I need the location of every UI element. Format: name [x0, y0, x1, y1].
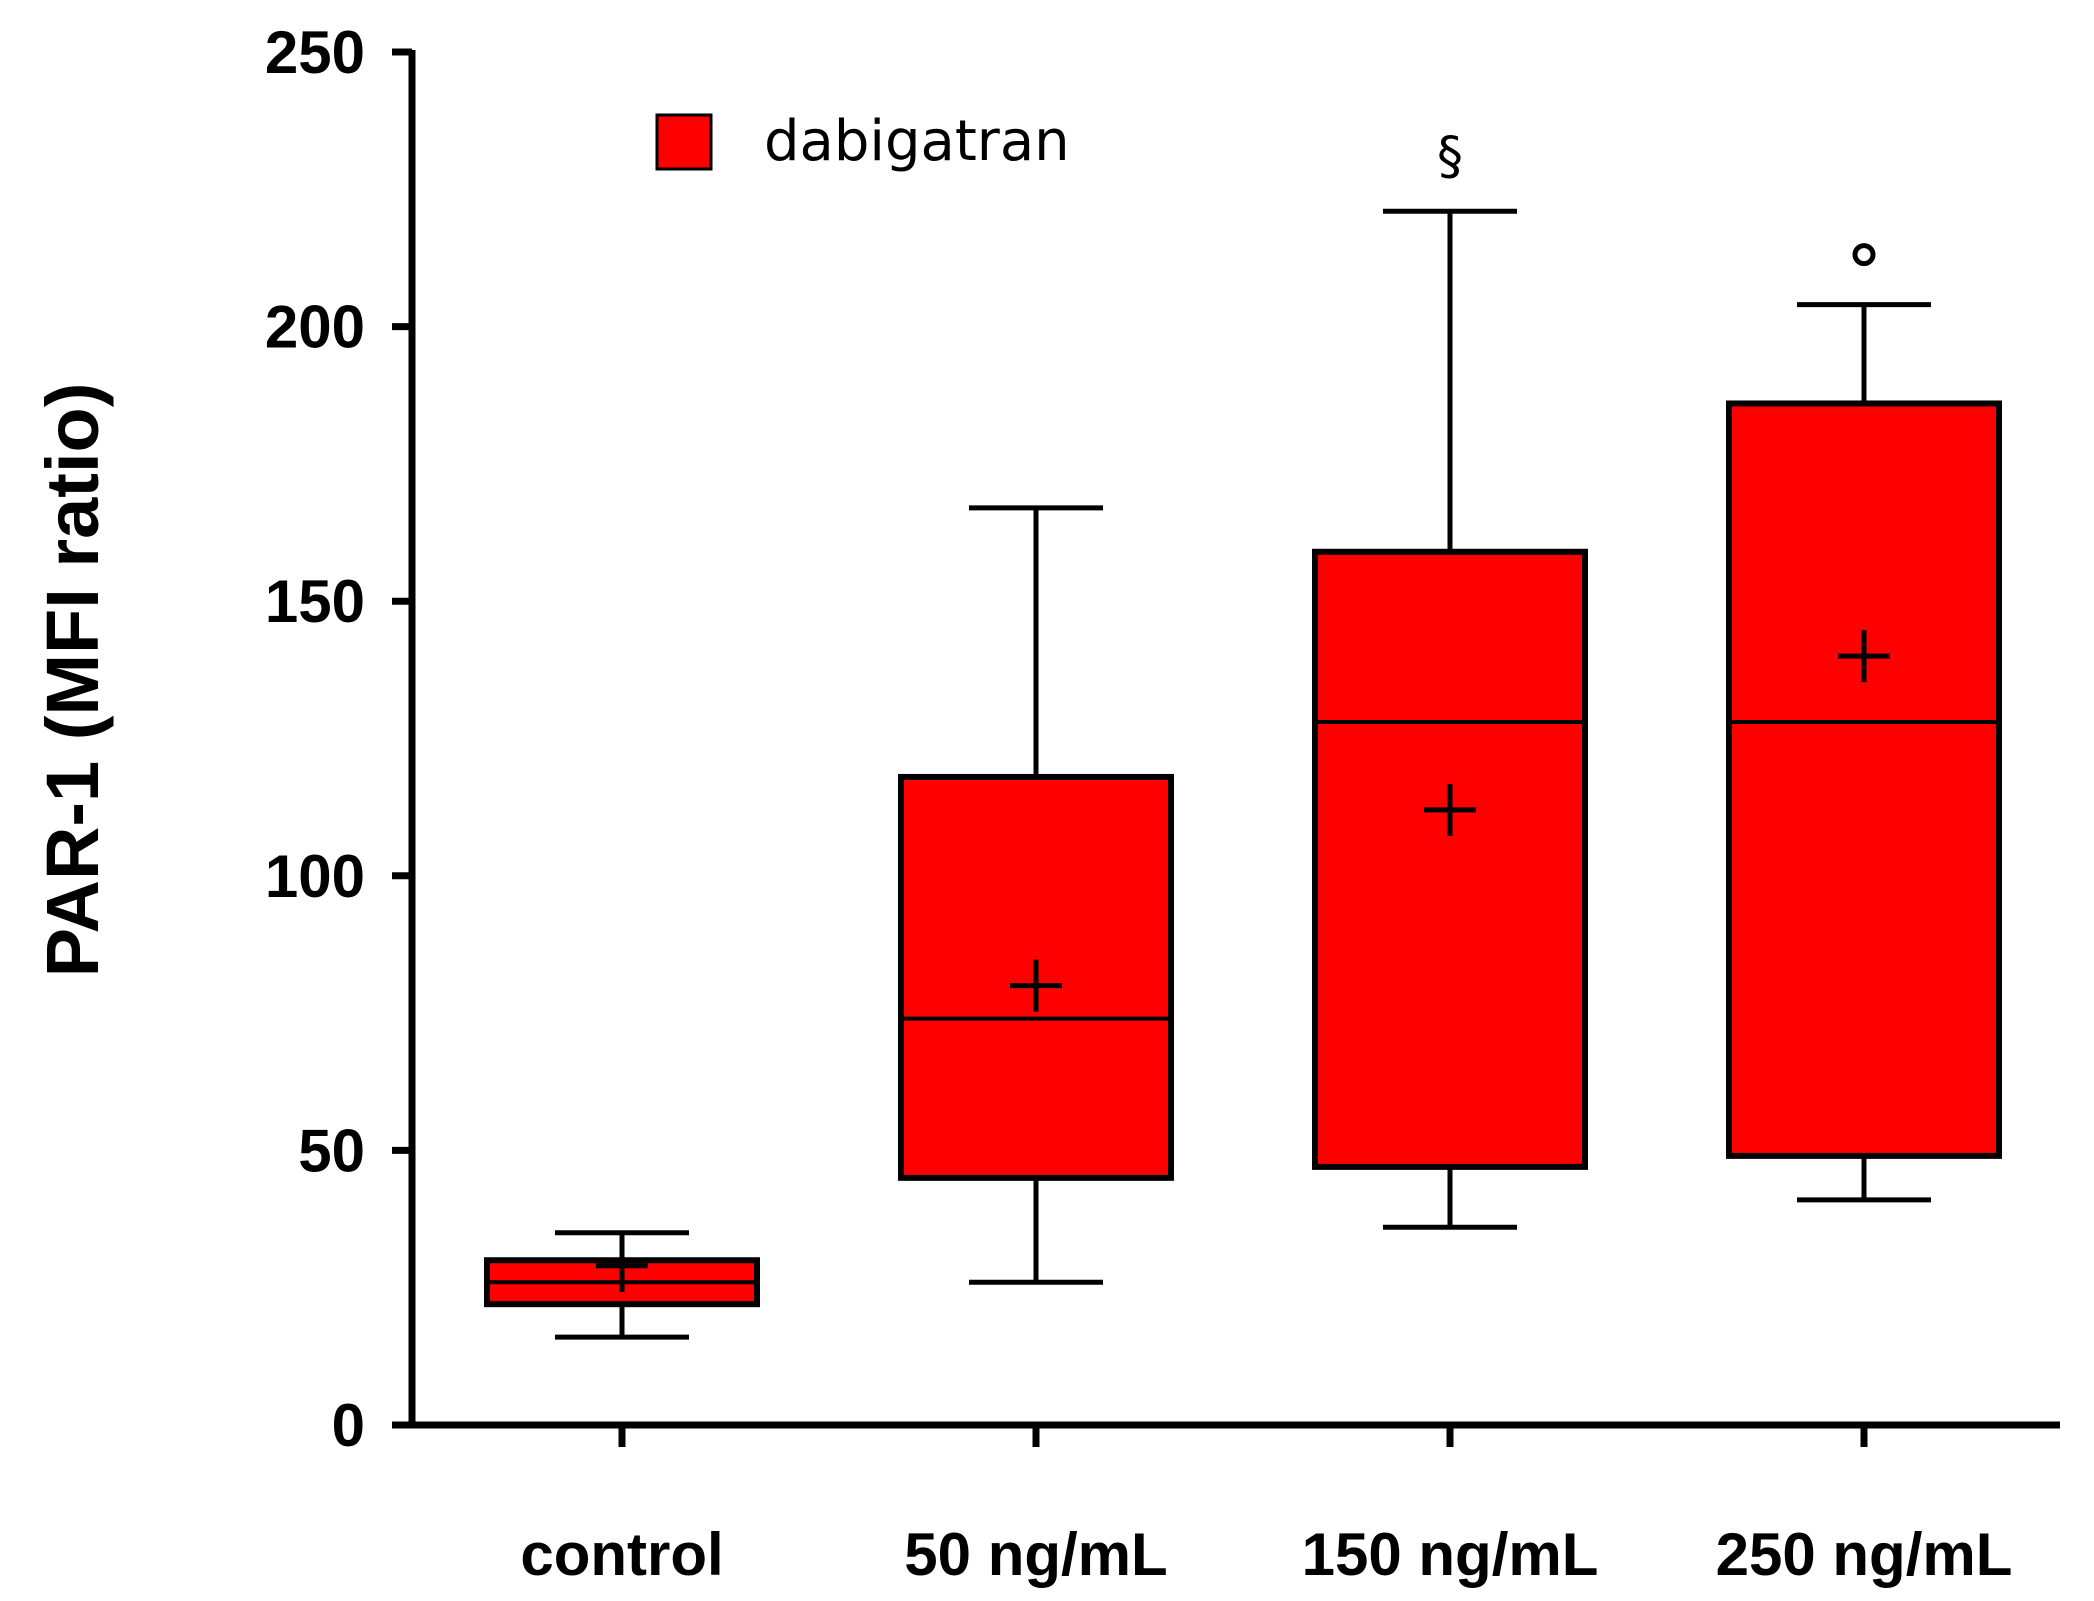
y-tick-label: 0 [332, 1392, 365, 1459]
annotation-degree-symbol [1852, 243, 1876, 267]
y-axis-title: PAR-1 (MFI ratio) [31, 383, 114, 978]
x-category-label: 250 ng/mL [1716, 1521, 2013, 1588]
x-category-label: 50 ng/mL [904, 1521, 1167, 1588]
legend: dabigatran [655, 109, 1070, 174]
y-tick-label: 250 [265, 19, 365, 86]
legend-label: dabigatran [764, 109, 1070, 174]
box-2 [898, 505, 1174, 1285]
legend-swatch [655, 113, 713, 171]
y-axis-title-group: PAR-1 (MFI ratio) [31, 383, 114, 978]
box-3: § [1312, 126, 1588, 1230]
iqr-box [1312, 548, 1588, 1170]
box-4 [1726, 243, 2002, 1203]
boxes: § [484, 126, 2002, 1340]
y-tick-label: 200 [265, 294, 365, 361]
y-tick-label: 50 [298, 1117, 365, 1184]
x-category-label: 150 ng/mL [1302, 1521, 1599, 1588]
y-tick-label: 150 [265, 568, 365, 635]
axes: 0 50 100 150 200 250 control 50 ng/mL 150 ng/mL 2… [265, 19, 2060, 1588]
y-tick-label: 100 [265, 843, 365, 910]
annotation-symbol: § [1437, 126, 1463, 186]
x-category-label: control [520, 1521, 723, 1588]
box-1 [484, 1230, 760, 1340]
iqr-box [1726, 400, 2002, 1159]
